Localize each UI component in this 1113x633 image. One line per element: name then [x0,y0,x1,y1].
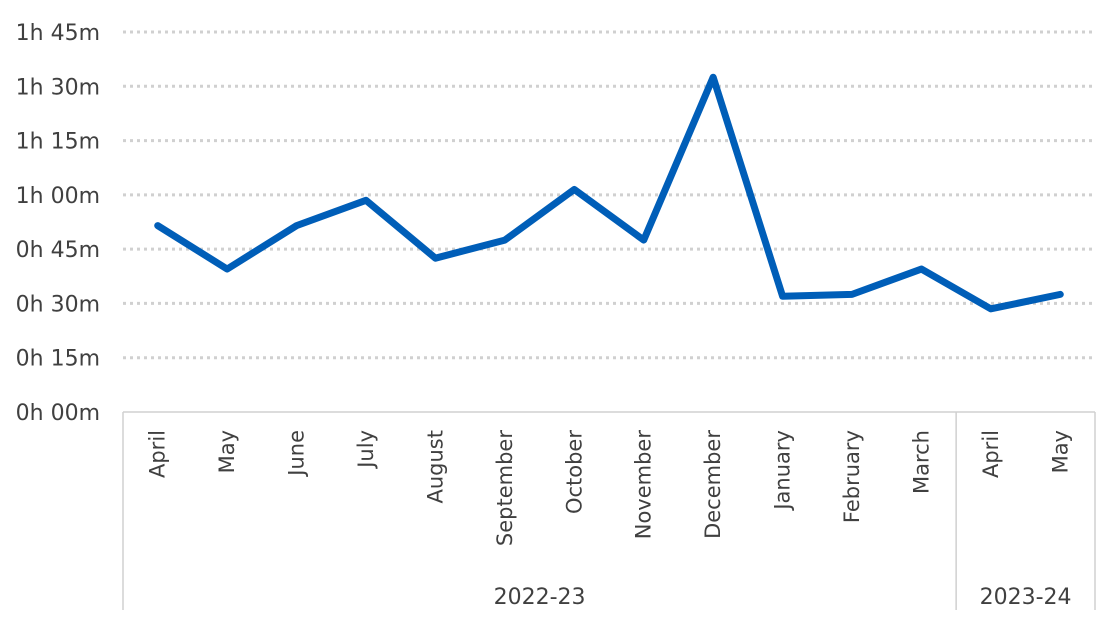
x-category-label: May [1048,430,1072,473]
x-category-label: April [979,430,1003,478]
gridlines [123,30,1095,360]
x-category-label: September [493,430,517,546]
x-category-label: March [909,430,933,494]
x-group-label: 2023-24 [980,585,1072,610]
x-axis [122,411,1096,610]
series-lines [154,73,1064,313]
x-category-label: August [423,430,447,504]
y-tick-label: 0h 30m [16,292,100,317]
y-tick-label: 0h 15m [16,347,100,372]
y-axis-tick-labels: 0h 00m 0h 15m 0h 30m 0h 45m 1h 00m 1h 15m 1h 3… [16,21,100,426]
x-category-label: June [285,430,309,478]
x-axis-group-labels: 2022-23 2023-24 [494,585,1072,610]
x-category-label: July [354,430,378,470]
y-tick-label: 1h 30m [16,75,100,100]
y-tick-label: 1h 00m [16,184,100,209]
x-category-label: January [771,430,795,512]
x-category-label: November [632,430,656,540]
y-tick-label: 1h 15m [16,130,100,155]
x-category-label: February [840,430,864,523]
x-category-label: April [146,430,170,478]
x-group-label: 2022-23 [494,585,586,610]
x-axis-category-labels: April May June July August September October No… [146,430,1073,546]
y-tick-label: 1h 45m [16,21,100,46]
y-tick-label: 0h 45m [16,238,100,263]
x-category-label: October [562,430,586,514]
x-category-label: May [215,430,239,473]
y-tick-label: 0h 00m [16,401,100,426]
x-category-label: December [701,430,725,539]
series-line [154,73,1064,313]
